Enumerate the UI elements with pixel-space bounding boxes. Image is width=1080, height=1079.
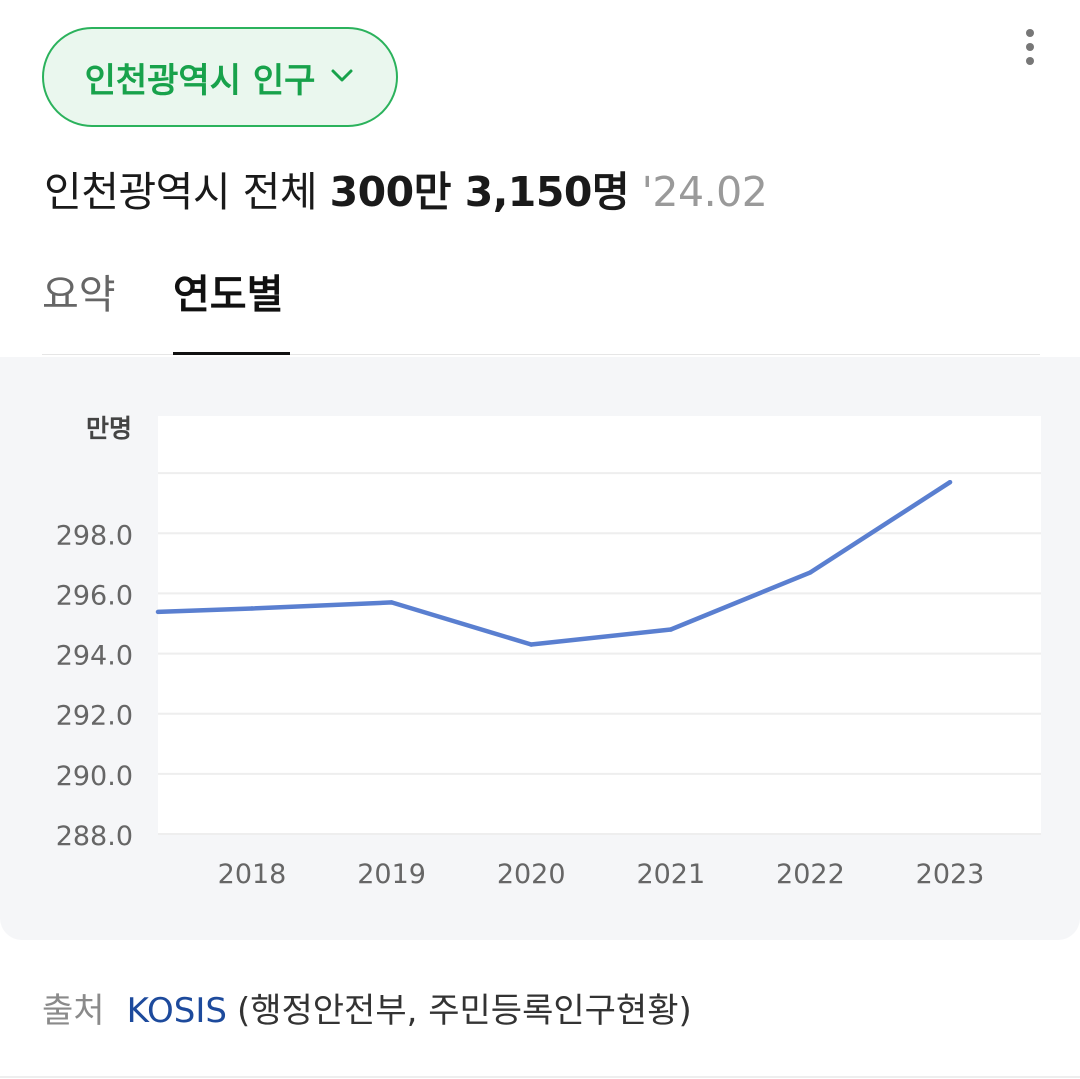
data-point (389, 600, 394, 605)
chart-panel: 288.0 290.0 292.0 294.0 296.0 298.0 만명 2018 2019… (0, 357, 1080, 940)
y-tick-label: 298.0 (56, 520, 133, 551)
x-tick-label: 2018 (218, 859, 287, 890)
region-selector-button[interactable]: 인천광역시 인구 (42, 27, 398, 127)
population-headline: 인천광역시 전체 300만 3,150명 '24.02 (44, 158, 768, 218)
more-vertical-icon[interactable] (1012, 26, 1048, 70)
source-label: 출처 (42, 991, 105, 1031)
tab-divider (42, 354, 1040, 355)
y-tick-label: 296.0 (56, 580, 133, 611)
x-tick-label: 2019 (357, 859, 426, 890)
y-tick-label: 292.0 (56, 701, 133, 732)
tab-yearly[interactable]: 연도별 (173, 272, 284, 318)
bottom-divider (0, 1076, 1080, 1078)
y-tick-label: 290.0 (56, 761, 133, 792)
x-tick-label: 2023 (916, 859, 985, 890)
source-link-kosis[interactable]: KOSIS (126, 991, 227, 1031)
line-chart: 288.0 290.0 292.0 294.0 296.0 298.0 만명 2018 2019… (56, 414, 1041, 890)
source-line: 출처 KOSIS (행정안전부, 주민등록인구현황) (42, 983, 692, 1032)
data-point (668, 627, 673, 632)
x-tick-label: 2022 (776, 859, 845, 890)
data-point (529, 642, 534, 647)
plot-area (158, 416, 1041, 834)
tab-summary[interactable]: 요약 (42, 272, 116, 318)
headline-date: '24.02 (641, 168, 768, 216)
data-point (947, 479, 953, 485)
headline-region: 인천광역시 전체 (44, 168, 318, 216)
data-point (249, 606, 255, 611)
chevron-down-icon (329, 62, 355, 92)
y-tick-label: 288.0 (56, 821, 133, 852)
active-tab-indicator (173, 352, 290, 355)
region-selector-label: 인천광역시 인구 (84, 60, 316, 101)
y-tick-label: 294.0 (56, 641, 133, 672)
data-point (808, 570, 813, 575)
source-detail: (행정안전부, 주민등록인구현황) (236, 991, 692, 1031)
y-unit-label: 만명 (86, 414, 132, 443)
x-tick-label: 2020 (497, 859, 566, 890)
x-tick-label: 2021 (636, 859, 705, 890)
headline-population-value: 300만 3,150명 (329, 168, 630, 216)
